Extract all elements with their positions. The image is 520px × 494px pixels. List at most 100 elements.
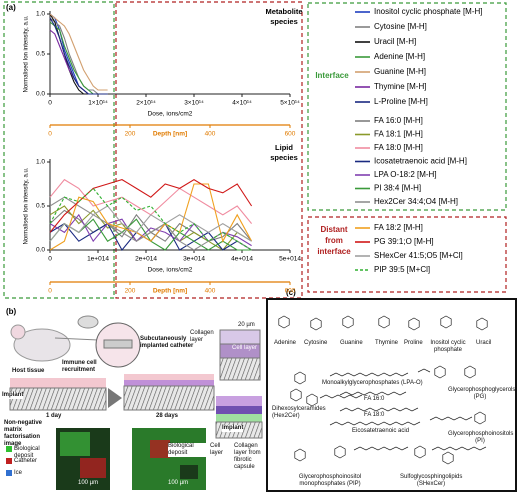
ring [474, 411, 486, 425]
x2-tick-label: 0 [48, 131, 52, 138]
chain [339, 391, 407, 396]
panel-label: (c) [286, 288, 296, 297]
chain [429, 416, 473, 421]
y-axis-title: Normalised Ion intensity, a.u. [24, 167, 30, 244]
molecule-name: Monoalkylglycerophosphates (LPA-O) [322, 380, 423, 386]
legend-label: PG 39:1;O [M-H] [374, 237, 434, 246]
group-label: Distant [320, 225, 347, 234]
y-tick-label: 0.5 [36, 51, 45, 58]
legend-label: Icosatetraenoic acid [M-H] [374, 157, 467, 166]
molecule-name: Glycerophosphoinositol monophosphates (P… [298, 474, 362, 487]
ring [342, 315, 354, 329]
data-line [49, 187, 252, 251]
legend-interface-box [307, 2, 507, 211]
molecule-name: FA 16:0 [364, 396, 385, 402]
y-tick-label: 1.0 [36, 11, 45, 18]
ring [378, 315, 390, 329]
ring [310, 317, 322, 331]
collagen-image [219, 329, 261, 345]
distant-region [115, 1, 303, 299]
cell-layer [124, 380, 214, 386]
collagen-layer [216, 396, 262, 406]
data-line [49, 17, 108, 95]
legend-swatch [6, 446, 12, 452]
x-tick-label: 0 [48, 256, 52, 263]
x2-tick-label: 0 [48, 288, 52, 295]
data-line [49, 13, 108, 95]
y-tick-label: 0.5 [36, 203, 45, 210]
legend-label: Uracil [M-H] [374, 37, 416, 46]
nmf-image-region [80, 458, 106, 478]
layer-label: Cell layer [210, 443, 232, 457]
x2-tick-label: 600 [285, 288, 296, 295]
group-label: interface [317, 247, 351, 256]
ring [434, 365, 446, 379]
legend-label: LPA O-18:2 [M-H] [374, 170, 437, 179]
ring [278, 315, 290, 329]
legend-label: Catheter [14, 458, 38, 464]
chain [339, 407, 419, 412]
nmf-image [132, 428, 206, 490]
chain [353, 446, 409, 451]
x-tick-label: 0 [48, 100, 52, 107]
nmf-image-region [150, 440, 170, 458]
molecule-name: Guanine [340, 340, 363, 346]
molecule-name: FA 18:0 [364, 412, 385, 418]
annotation: Metabolite [265, 7, 302, 16]
chain [319, 394, 363, 399]
structures-box [266, 298, 517, 492]
legend-swatch [6, 470, 12, 476]
molecule-name: Inositol cyclic phosphate [430, 340, 466, 353]
implant-label: Implant [2, 392, 24, 399]
group-label: Interface [315, 71, 349, 80]
legend-label: FA 18:0 [M-H] [374, 143, 423, 152]
molecule-name: Uracil [476, 340, 492, 346]
ring [306, 393, 318, 407]
annotation: species [270, 17, 298, 26]
cell-layer [216, 406, 262, 414]
ring [408, 317, 420, 331]
mouse-body [13, 328, 71, 362]
nmf-label: Non-negative matrix factorisation image [4, 420, 43, 447]
layer-label: Cell layer [232, 345, 258, 351]
chain [431, 446, 487, 451]
deposit-layer [216, 414, 262, 422]
x-tick-label: 1e+014 [87, 256, 109, 263]
x2-axis-title: Depth [nm] [153, 288, 187, 295]
ring [476, 317, 488, 331]
x-tick-label: 4×10¹⁴ [232, 100, 252, 107]
ring [442, 451, 454, 465]
nmf-image-region [60, 432, 90, 456]
legend-label: Ice [14, 470, 23, 476]
x-tick-label: 2e+014 [135, 256, 157, 263]
mouse-ear [10, 324, 26, 340]
molecule-name: Glycerophosphoinositols (PI) [448, 431, 514, 444]
legend-label: Guanine [M-H] [374, 67, 426, 76]
ring [464, 365, 476, 379]
x-tick-label: 5e+014 [279, 256, 301, 263]
layer-label: Biological deposit [168, 443, 208, 457]
ring [290, 388, 302, 402]
legend-label: FA 16:0 [M-H] [374, 116, 423, 125]
x2-tick-label: 400 [205, 131, 216, 138]
y-axis-title: Normalised Ion intensity, a.u. [24, 15, 30, 92]
x-tick-label: 1×10¹⁴ [88, 100, 108, 107]
scale-label: 100 µm [78, 480, 99, 486]
arrow [108, 388, 122, 408]
legend-label: FA 18:2 [M-H] [374, 223, 423, 232]
molecule-name: Adenine [274, 340, 297, 346]
implant-label: Implant [222, 425, 244, 432]
molecule-name: Cytosine [304, 340, 328, 346]
x-tick-label: 5×10¹⁴ [280, 100, 300, 107]
catheter-icon [77, 315, 99, 329]
layer-label: Collagen layer from fibrotic capsule [234, 443, 262, 471]
data-line [49, 29, 108, 95]
legend-label: Thymine [M-H] [374, 82, 426, 91]
legend-label: Hex2Cer 34:4;O4 [M-H] [374, 197, 458, 206]
time-label: 28 days [156, 413, 179, 419]
data-line [49, 196, 252, 251]
annotation: Lipid [275, 143, 293, 152]
host-tissue [124, 374, 214, 380]
legend-label: Cytosine [M-H] [374, 22, 427, 31]
